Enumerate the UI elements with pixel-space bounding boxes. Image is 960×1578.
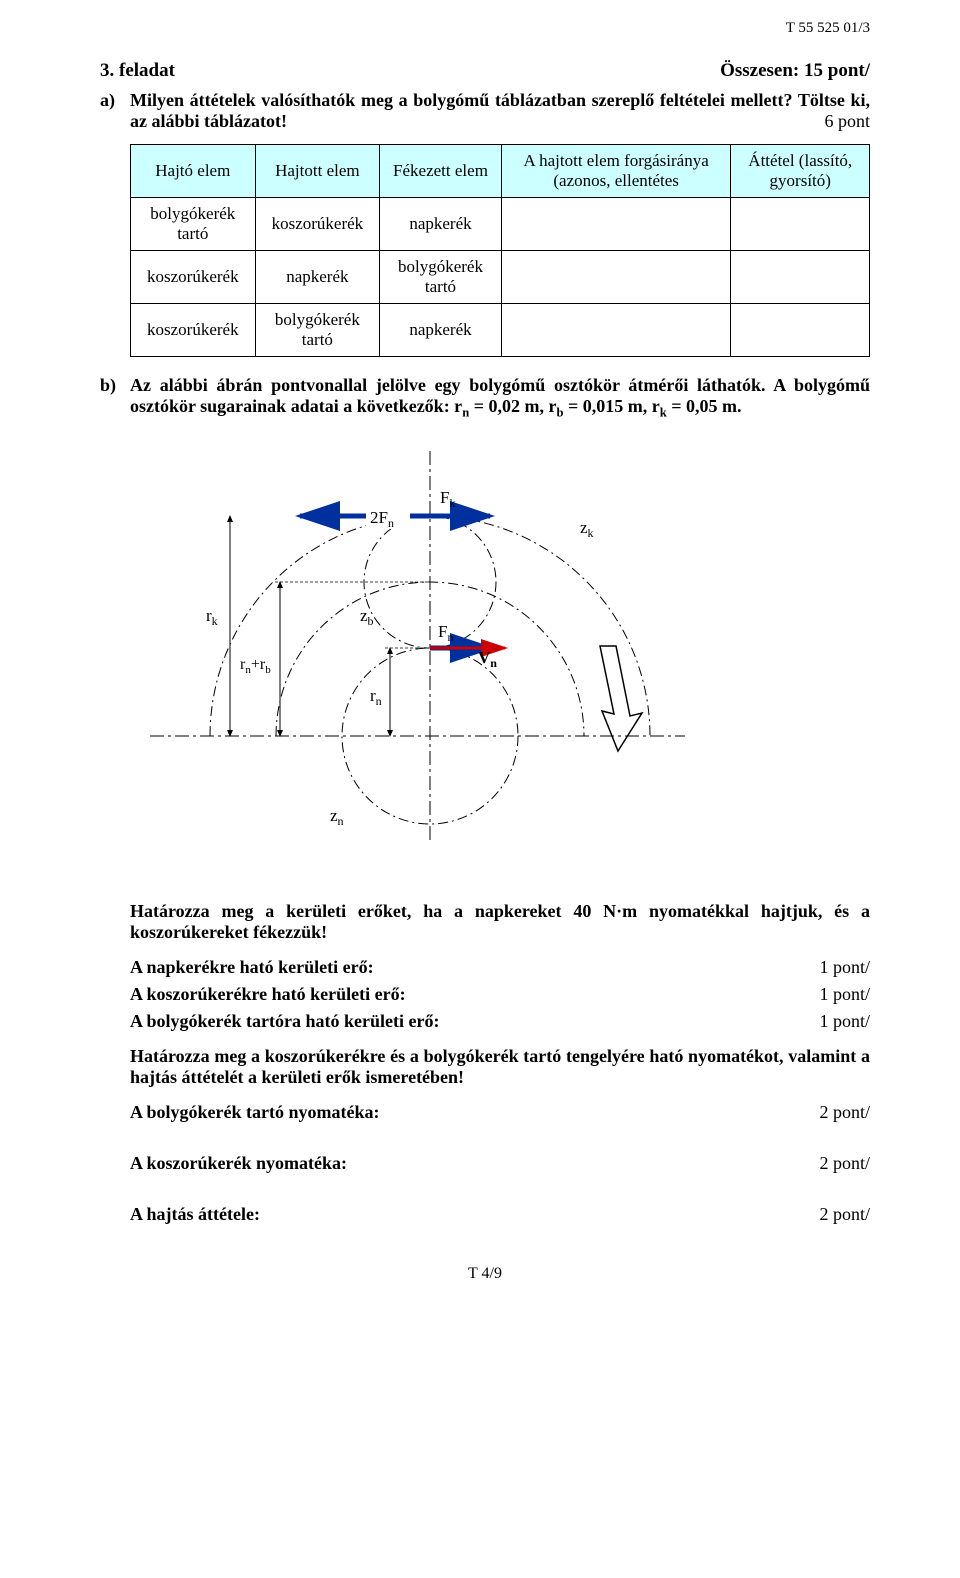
table-cell[interactable] [731, 251, 870, 304]
scoreline: A hajtás áttétele: 2 pont/ [130, 1204, 870, 1225]
table-cell[interactable] [731, 304, 870, 357]
item-a-points: 6 pont [824, 111, 870, 132]
item-a-text: Milyen áttételek valósíthatók meg a boly… [130, 90, 870, 132]
task-total-points: Összesen: 15 pont/ [720, 60, 870, 82]
scoreline-points: 1 pont/ [819, 984, 870, 1005]
svg-text:Vn: Vn [478, 648, 497, 670]
table-cell: bolygókerék tartó [380, 251, 502, 304]
scoreline-points: 2 pont/ [819, 1102, 870, 1123]
table-cell[interactable] [501, 304, 731, 357]
svg-text:Fk: Fk [440, 488, 455, 510]
scoreline: A koszorúkerékre ható kerületi erő: 1 po… [130, 984, 870, 1005]
scoreline: A bolygókerék tartóra ható kerületi erő:… [130, 1011, 870, 1032]
scoreline-points: 1 pont/ [819, 957, 870, 978]
scoreline: A bolygókerék tartó nyomatéka: 2 pont/ [130, 1102, 870, 1123]
item-b-part-2: = 0,015 m, r [563, 396, 659, 416]
svg-text:zn: zn [330, 806, 344, 828]
scoreline-text: A napkerékre ható kerületi erő: [130, 957, 374, 978]
page: T 55 525 01/3 3. feladat Összesen: 15 po… [0, 0, 960, 1323]
hollow-arrow-icon [600, 646, 642, 751]
svg-text:Fn: Fn [438, 622, 453, 644]
svg-text:zk: zk [580, 518, 594, 540]
table-planetary-gear: Hajtó elem Hajtott elem Fékezett elem A … [130, 144, 870, 357]
scoreline-text: A hajtás áttétele: [130, 1204, 260, 1225]
table-cell: napkerék [380, 198, 502, 251]
item-b: b) Az alábbi ábrán pontvonallal jelölve … [100, 375, 870, 421]
table-row: koszorúkerék napkerék bolygókerék tartó [131, 251, 870, 304]
table-cell: koszorúkerék [131, 251, 256, 304]
scoreline-text: A bolygókerék tartó nyomatéka: [130, 1102, 379, 1123]
para-determine-torque: Határozza meg a koszorúkerékre és a boly… [130, 1046, 870, 1088]
table-cell: bolygókerék tartó [131, 198, 256, 251]
scoreline-text: A koszorúkerékre ható kerületi erő: [130, 984, 406, 1005]
table-cell[interactable] [501, 198, 731, 251]
task-header: 3. feladat Összesen: 15 pont/ [100, 60, 870, 82]
gear-diagram: 2Fn Fk Fn Vn zk zb [130, 441, 870, 871]
table-cell[interactable] [731, 198, 870, 251]
table-header-0: Hajtó elem [131, 145, 256, 198]
item-b-text: Az alábbi ábrán pontvonallal jelölve egy… [130, 375, 870, 421]
item-a: a) Milyen áttételek valósíthatók meg a b… [100, 90, 870, 132]
table-header-row: Hajtó elem Hajtott elem Fékezett elem A … [131, 145, 870, 198]
table-row: bolygókerék tartó koszorúkerék napkerék [131, 198, 870, 251]
table-cell[interactable] [501, 251, 731, 304]
scoreline-text: A koszorúkerék nyomatéka: [130, 1153, 347, 1174]
item-b-sub-2: k [660, 406, 667, 420]
table-cell: koszorúkerék [255, 198, 380, 251]
scoreline-points: 2 pont/ [819, 1204, 870, 1225]
table-header-4: Áttétel (lassító, gyorsító) [731, 145, 870, 198]
svg-text:rn: rn [370, 686, 382, 708]
table-header-3: A hajtott elem forgásiránya (azonos, ell… [501, 145, 731, 198]
table-header-2: Fékezett elem [380, 145, 502, 198]
svg-text:zb: zb [360, 606, 374, 628]
scoreline-points: 1 pont/ [819, 1011, 870, 1032]
svg-text:rk: rk [206, 606, 218, 628]
table-cell: napkerék [380, 304, 502, 357]
table-cell: koszorúkerék [131, 304, 256, 357]
scoreline: A koszorúkerék nyomatéka: 2 pont/ [130, 1153, 870, 1174]
scoreline-text: A bolygókerék tartóra ható kerületi erő: [130, 1011, 439, 1032]
svg-text:rn+rb: rn+rb [240, 656, 271, 676]
para-determine-forces: Határozza meg a kerületi erőket, ha a na… [130, 901, 870, 943]
page-footer: T 4/9 [100, 1265, 870, 1283]
item-b-label: b) [100, 375, 130, 421]
document-id: T 55 525 01/3 [786, 20, 870, 37]
item-b-part-3: = 0,05 m. [667, 396, 742, 416]
scoreline-points: 2 pont/ [819, 1153, 870, 1174]
scoreline: A napkerékre ható kerületi erő: 1 pont/ [130, 957, 870, 978]
table-row: koszorúkerék bolygókerék tartó napkerék [131, 304, 870, 357]
table-header-1: Hajtott elem [255, 145, 380, 198]
item-a-text-content: Milyen áttételek valósíthatók meg a boly… [130, 90, 870, 131]
table-cell: bolygókerék tartó [255, 304, 380, 357]
table-cell: napkerék [255, 251, 380, 304]
task-number: 3. feladat [100, 60, 175, 82]
item-a-label: a) [100, 90, 130, 132]
item-b-part-1: = 0,02 m, r [469, 396, 556, 416]
